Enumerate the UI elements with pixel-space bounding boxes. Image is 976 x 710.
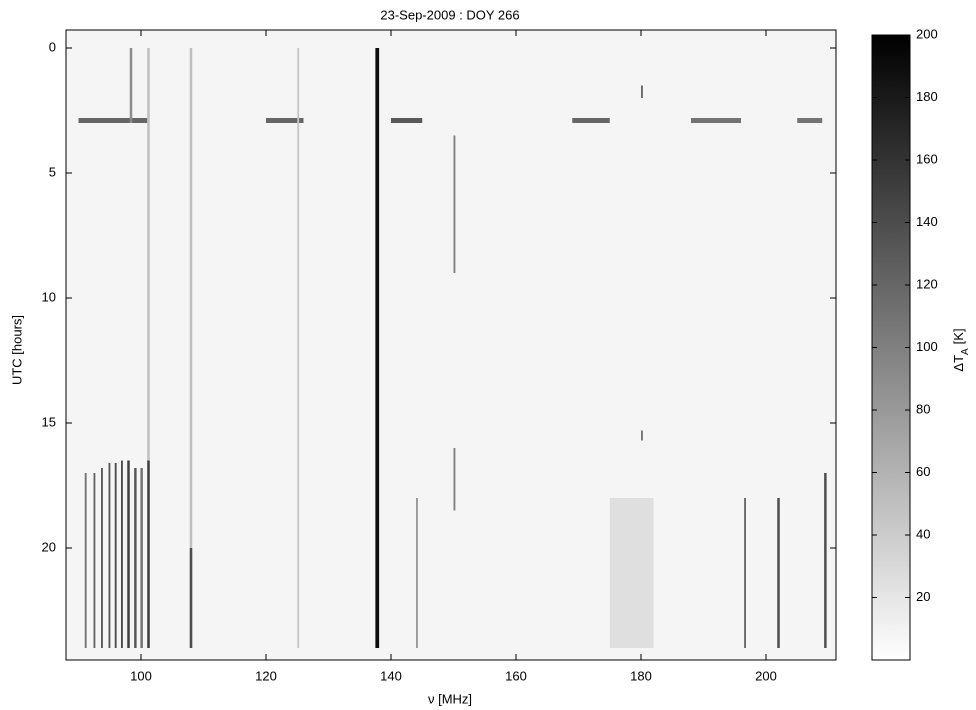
y-tick-label: 5	[49, 164, 56, 179]
heatmap-cell	[609, 498, 654, 648]
colorbar-label-unit: [K]	[951, 328, 966, 344]
x-axis-label: ν [MHz]	[428, 691, 472, 706]
colorbar-tick-label: 40	[916, 526, 930, 541]
y-axis-label: UTC [hours]	[9, 315, 24, 385]
x-tick-label: 200	[755, 668, 777, 683]
heatmap-cell	[641, 85, 643, 98]
heatmap-cell	[375, 48, 380, 648]
heatmap-cell	[391, 118, 423, 123]
x-tick-label: 160	[505, 668, 527, 683]
colorbar-tick-label: 20	[916, 589, 930, 604]
heatmap-cell	[147, 460, 150, 648]
colorbar-label: ΔTA [K]	[951, 328, 970, 371]
heatmap-cell	[416, 498, 418, 648]
heatmap-cell	[744, 498, 746, 648]
heatmap-cell	[84, 473, 87, 648]
heatmap-cell	[266, 118, 304, 123]
heatmap-cell	[453, 448, 456, 511]
heatmap-cell	[453, 135, 456, 273]
colorbar-tick-label: 100	[916, 339, 938, 354]
heatmap-cell	[777, 498, 780, 648]
heatmap-cell	[93, 473, 96, 648]
heatmap-cell	[297, 48, 300, 648]
colorbar	[871, 34, 911, 661]
heatmap-cell	[129, 48, 133, 123]
x-tick-label: 180	[630, 668, 652, 683]
heatmap-cell	[101, 468, 103, 648]
colorbar-label-main: ΔT	[951, 355, 966, 372]
y-tick-label: 0	[49, 39, 56, 54]
x-tick-label: 100	[130, 668, 152, 683]
heatmap-cell	[189, 548, 193, 648]
heatmap-cell	[797, 118, 823, 123]
heatmap-cell	[147, 48, 150, 648]
y-tick-label: 10	[42, 289, 56, 304]
colorbar-tick-label: 200	[916, 26, 938, 41]
heatmap-background	[66, 30, 836, 660]
colorbar-tick-label: 120	[916, 276, 938, 291]
heatmap-cell	[114, 463, 117, 648]
x-tick-label: 120	[255, 668, 277, 683]
colorbar-tick-label: 60	[916, 464, 930, 479]
colorbar-tick-label: 140	[916, 214, 938, 229]
x-tick-label: 140	[380, 668, 402, 683]
heatmap-cell	[641, 430, 643, 441]
colorbar-tick-label: 80	[916, 401, 930, 416]
heatmap-cell	[824, 473, 827, 648]
heatmap-cell	[108, 463, 111, 648]
heatmap-cell	[127, 460, 130, 648]
heatmap-cell	[691, 118, 741, 123]
heatmap-cell	[140, 468, 143, 648]
colorbar-tick-label: 160	[916, 151, 938, 166]
heatmap-cell	[121, 460, 123, 648]
heatmap-cell	[572, 118, 610, 123]
colorbar-tick-label: 180	[916, 89, 938, 104]
plot-frame	[65, 29, 837, 661]
colorbar-label-sub: A	[960, 348, 971, 355]
heatmap-cell	[134, 468, 137, 648]
heatmap-cell	[78, 118, 148, 123]
heatmap-cell	[189, 48, 193, 648]
y-tick-label: 15	[42, 414, 56, 429]
y-tick-label: 20	[42, 539, 56, 554]
chart-title: 23-Sep-2009 : DOY 266	[380, 7, 519, 22]
